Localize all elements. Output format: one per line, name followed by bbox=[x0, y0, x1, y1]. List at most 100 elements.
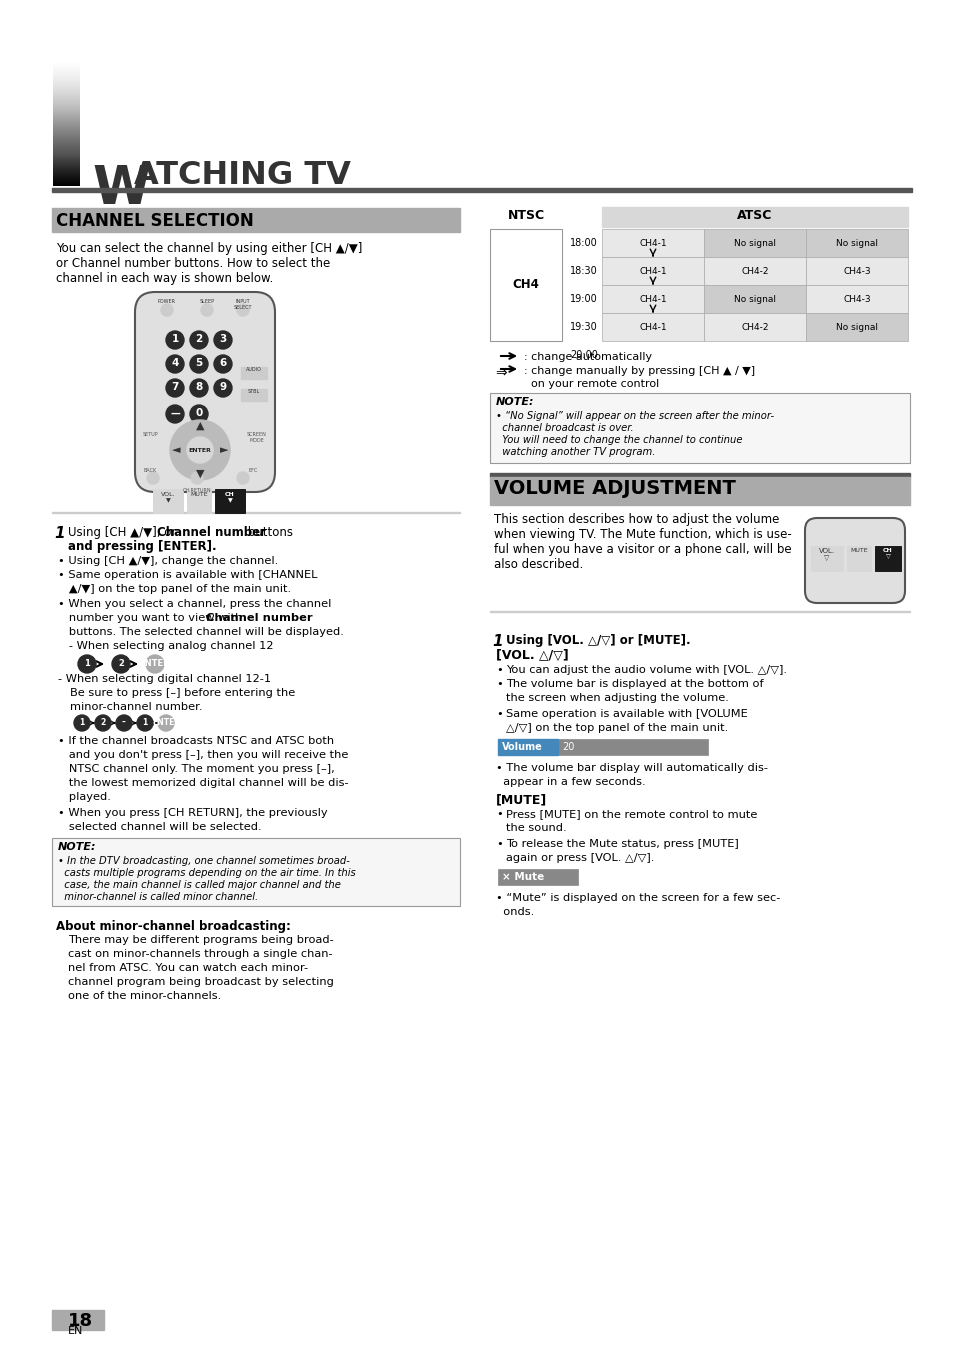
Text: case, the main channel is called major channel and the: case, the main channel is called major c… bbox=[58, 880, 340, 890]
Bar bbox=[490, 393, 909, 463]
Text: △/▽] on the top panel of the main unit.: △/▽] on the top panel of the main unit. bbox=[505, 723, 727, 734]
Text: channel in each way is shown below.: channel in each way is shown below. bbox=[56, 272, 273, 285]
Bar bbox=[490, 230, 561, 340]
Text: POWER: POWER bbox=[158, 299, 175, 304]
Circle shape bbox=[213, 331, 232, 349]
Text: • Same operation is available with [CHANNEL: • Same operation is available with [CHAN… bbox=[58, 570, 317, 580]
Text: You can select the channel by using either [CH ▲/▼]: You can select the channel by using eith… bbox=[56, 242, 362, 255]
Circle shape bbox=[166, 405, 184, 423]
Text: 0: 0 bbox=[195, 408, 202, 419]
Text: 2: 2 bbox=[100, 717, 106, 727]
Bar bbox=[703, 257, 805, 285]
Text: 1: 1 bbox=[84, 659, 90, 667]
Text: 6: 6 bbox=[219, 358, 227, 369]
Text: This section describes how to adjust the volume: This section describes how to adjust the… bbox=[494, 513, 779, 526]
Text: minor-channel number.: minor-channel number. bbox=[70, 703, 202, 712]
Text: Press [MUTE] on the remote control to mute: Press [MUTE] on the remote control to mu… bbox=[505, 809, 757, 819]
Text: You will need to change the channel to continue: You will need to change the channel to c… bbox=[496, 435, 741, 444]
Circle shape bbox=[236, 471, 249, 484]
Text: 1: 1 bbox=[54, 526, 65, 540]
Bar bbox=[241, 367, 267, 380]
Text: 8: 8 bbox=[195, 382, 202, 393]
Text: NOTE:: NOTE: bbox=[496, 397, 534, 407]
Circle shape bbox=[166, 331, 184, 349]
Text: Be sure to press [–] before entering the: Be sure to press [–] before entering the bbox=[70, 688, 294, 698]
Text: ►: ► bbox=[219, 444, 228, 455]
Text: CH4: CH4 bbox=[512, 278, 538, 292]
Text: SCREEN
MODE: SCREEN MODE bbox=[247, 432, 267, 443]
Text: also described.: also described. bbox=[494, 558, 582, 571]
Text: CH4-2: CH4-2 bbox=[740, 266, 768, 276]
Text: or Channel number buttons. How to select the: or Channel number buttons. How to select… bbox=[56, 257, 330, 270]
Circle shape bbox=[166, 355, 184, 373]
Text: channel broadcast is over.: channel broadcast is over. bbox=[496, 423, 633, 434]
Text: 20:00: 20:00 bbox=[570, 350, 598, 359]
Text: when viewing TV. The Mute function, which is use-: when viewing TV. The Mute function, whic… bbox=[494, 528, 791, 540]
Circle shape bbox=[147, 471, 159, 484]
Bar bbox=[601, 285, 703, 313]
Text: CH4-1: CH4-1 bbox=[639, 295, 666, 304]
Text: You can adjust the audio volume with [VOL. △/▽].: You can adjust the audio volume with [VO… bbox=[505, 665, 786, 676]
Bar bbox=[703, 313, 805, 340]
Bar bbox=[497, 869, 578, 885]
Text: CH4-1: CH4-1 bbox=[639, 323, 666, 331]
Text: CH4-1: CH4-1 bbox=[639, 239, 666, 247]
Text: BACK: BACK bbox=[143, 467, 156, 473]
Text: selected channel will be selected.: selected channel will be selected. bbox=[58, 821, 261, 832]
Text: [VOL. △/▽]: [VOL. △/▽] bbox=[496, 648, 568, 662]
Text: •: • bbox=[496, 665, 502, 676]
Bar bbox=[601, 257, 703, 285]
Bar bbox=[152, 489, 183, 513]
Circle shape bbox=[166, 380, 184, 397]
FancyBboxPatch shape bbox=[135, 292, 274, 492]
Text: 18: 18 bbox=[68, 1312, 93, 1329]
Bar bbox=[214, 489, 245, 513]
Bar bbox=[846, 546, 870, 571]
Text: •: • bbox=[496, 809, 502, 819]
Bar bbox=[805, 230, 907, 257]
Bar bbox=[497, 739, 558, 755]
Text: : change manually by pressing [CH ▲ / ▼]: : change manually by pressing [CH ▲ / ▼] bbox=[523, 366, 755, 376]
Text: × Mute: × Mute bbox=[501, 871, 543, 882]
Text: again or press [VOL. △/▽].: again or press [VOL. △/▽]. bbox=[505, 852, 654, 863]
Text: AUDIO: AUDIO bbox=[246, 367, 262, 372]
Circle shape bbox=[190, 355, 208, 373]
Text: 19:00: 19:00 bbox=[570, 295, 598, 304]
Text: NTSC channel only. The moment you press [–],: NTSC channel only. The moment you press … bbox=[58, 765, 335, 774]
Text: SETUP: SETUP bbox=[142, 432, 157, 436]
Text: • When you press [CH RETURN], the previously: • When you press [CH RETURN], the previo… bbox=[58, 808, 327, 817]
Text: • If the channel broadcasts NTSC and ATSC both: • If the channel broadcasts NTSC and ATS… bbox=[58, 736, 334, 746]
Bar bbox=[52, 838, 459, 907]
Text: CH
▽: CH ▽ bbox=[882, 549, 892, 559]
Text: buttons. The selected channel will be displayed.: buttons. The selected channel will be di… bbox=[58, 627, 343, 638]
Text: CH4-1: CH4-1 bbox=[639, 266, 666, 276]
Circle shape bbox=[112, 655, 130, 673]
Text: : change automatically: : change automatically bbox=[523, 353, 652, 362]
Text: No signal: No signal bbox=[733, 239, 775, 247]
Text: NOTE:: NOTE: bbox=[58, 842, 96, 852]
Text: 7: 7 bbox=[172, 382, 178, 393]
Circle shape bbox=[236, 304, 249, 316]
Text: • The volume bar display will automatically dis-: • The volume bar display will automatica… bbox=[496, 763, 767, 773]
Text: 18:00: 18:00 bbox=[570, 238, 598, 249]
Text: ful when you have a visitor or a phone call, will be: ful when you have a visitor or a phone c… bbox=[494, 543, 791, 557]
Text: Same operation is available with [VOLUME: Same operation is available with [VOLUME bbox=[505, 709, 747, 719]
Text: CH4-2: CH4-2 bbox=[740, 323, 768, 331]
Bar bbox=[805, 257, 907, 285]
Text: To release the Mute status, press [MUTE]: To release the Mute status, press [MUTE] bbox=[505, 839, 738, 848]
Text: MUTE: MUTE bbox=[849, 549, 867, 553]
Text: the screen when adjusting the volume.: the screen when adjusting the volume. bbox=[505, 693, 728, 703]
Bar bbox=[52, 1310, 104, 1329]
Text: 1: 1 bbox=[492, 634, 502, 648]
Text: Channel number: Channel number bbox=[157, 526, 266, 539]
Bar bbox=[703, 285, 805, 313]
Text: 18:30: 18:30 bbox=[570, 266, 598, 276]
Circle shape bbox=[187, 436, 213, 463]
Text: • Using [CH ▲/▼], change the channel.: • Using [CH ▲/▼], change the channel. bbox=[58, 557, 278, 566]
Text: and pressing [ENTER].: and pressing [ENTER]. bbox=[68, 540, 216, 553]
Text: • In the DTV broadcasting, one channel sometimes broad-: • In the DTV broadcasting, one channel s… bbox=[58, 857, 350, 866]
Circle shape bbox=[158, 715, 173, 731]
Text: ATCHING TV: ATCHING TV bbox=[133, 159, 351, 190]
Text: ENTER: ENTER bbox=[152, 717, 180, 727]
Bar bbox=[874, 546, 900, 571]
